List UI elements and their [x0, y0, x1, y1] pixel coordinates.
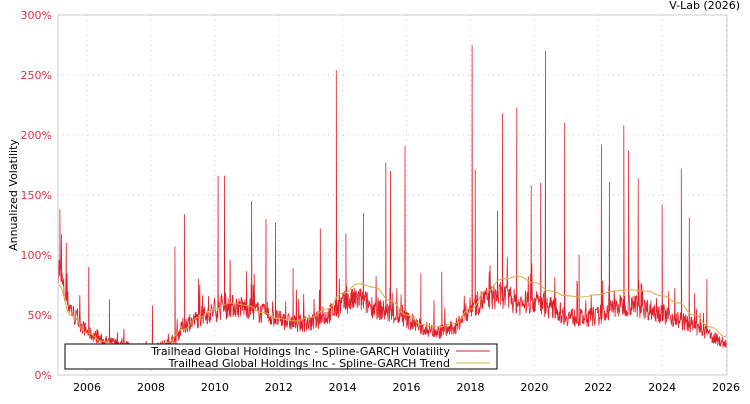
- y-tick-label: 300%: [21, 9, 52, 22]
- volatility-line: [57, 44, 727, 353]
- x-tick-label: 2006: [73, 381, 101, 394]
- x-tick-label: 2022: [584, 381, 612, 394]
- x-tick-label: 2010: [201, 381, 229, 394]
- legend-label-volatility: Trailhead Global Holdings Inc - Spline-G…: [150, 345, 450, 358]
- plot-frame: [57, 14, 728, 376]
- x-tick-label: 2020: [520, 381, 548, 394]
- x-tick-label: 2008: [137, 381, 165, 394]
- x-ticks: 2006 2008 2010 2012 2014 2016 2018 2020 2022 2024…: [73, 381, 740, 394]
- y-axis-label: Annualized Volatility: [7, 139, 20, 251]
- x-tick-label: 2014: [329, 381, 357, 394]
- y-tick-label: 250%: [21, 69, 52, 82]
- y-ticks: 0% 50% 100% 150% 200% 250% 300%: [21, 9, 52, 382]
- chart-title: V-Lab (2026): [669, 0, 740, 12]
- series-lines: [57, 44, 727, 353]
- legend: Trailhead Global Holdings Inc - Spline-G…: [64, 343, 498, 370]
- y-tick-label: 100%: [21, 249, 52, 262]
- legend-label-trend: Trailhead Global Holdings Inc - Spline-G…: [168, 357, 450, 370]
- x-tick-label: 2018: [456, 381, 484, 394]
- y-tick-label: 0%: [35, 369, 52, 382]
- y-tick-label: 150%: [21, 189, 52, 202]
- x-tick-label: 2026: [712, 381, 740, 394]
- x-tick-label: 2024: [648, 381, 676, 394]
- grid: [58, 15, 727, 375]
- trend-line: [58, 276, 727, 347]
- x-tick-label: 2016: [393, 381, 421, 394]
- y-tick-label: 50%: [28, 309, 52, 322]
- y-tick-label: 200%: [21, 129, 52, 142]
- x-tick-label: 2012: [265, 381, 293, 394]
